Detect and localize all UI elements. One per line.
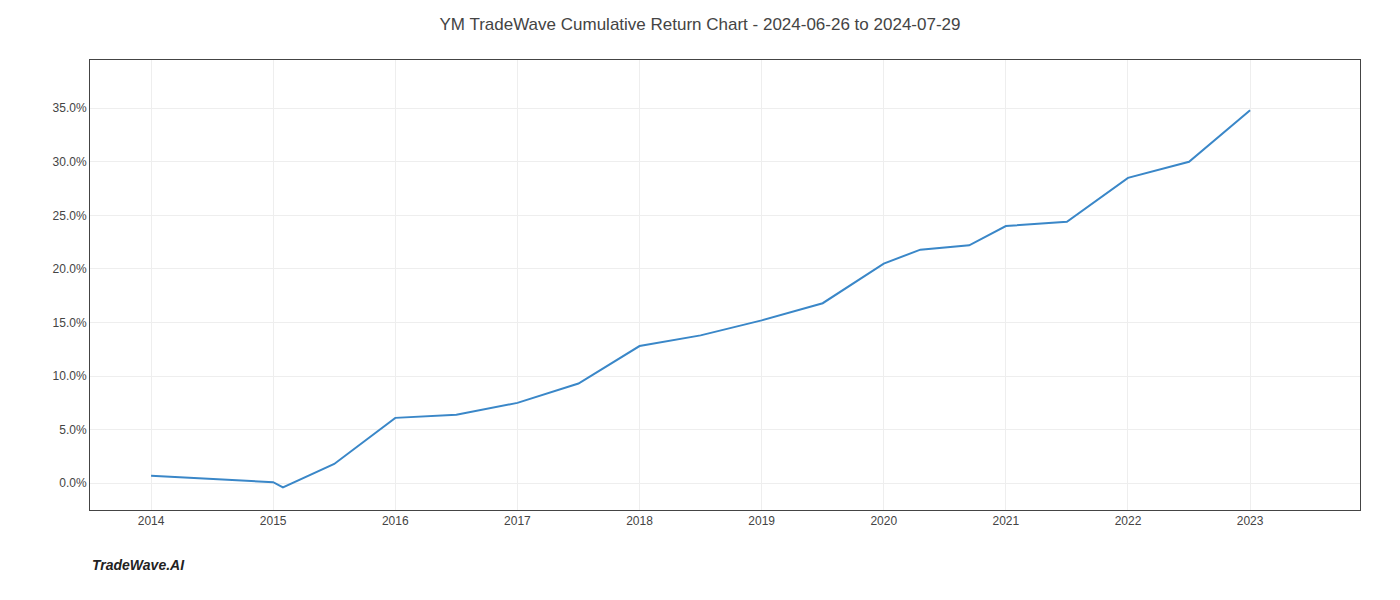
svg-text:15.0%: 15.0%: [53, 316, 87, 330]
svg-text:2016: 2016: [382, 514, 409, 528]
svg-text:30.0%: 30.0%: [53, 155, 87, 169]
svg-text:35.0%: 35.0%: [53, 101, 87, 115]
svg-text:2017: 2017: [504, 514, 531, 528]
svg-text:0.0%: 0.0%: [59, 476, 87, 490]
svg-text:2019: 2019: [748, 514, 775, 528]
svg-text:2023: 2023: [1237, 514, 1264, 528]
svg-text:10.0%: 10.0%: [53, 369, 87, 383]
svg-text:YM TradeWave Cumulative Return: YM TradeWave Cumulative Return Chart - 2…: [440, 15, 961, 34]
svg-text:2018: 2018: [626, 514, 653, 528]
svg-text:TradeWave.AI: TradeWave.AI: [92, 557, 185, 573]
svg-text:25.0%: 25.0%: [53, 209, 87, 223]
svg-text:2022: 2022: [1115, 514, 1142, 528]
svg-text:2014: 2014: [138, 514, 165, 528]
svg-text:2015: 2015: [260, 514, 287, 528]
svg-text:20.0%: 20.0%: [53, 262, 87, 276]
svg-text:2021: 2021: [993, 514, 1020, 528]
svg-text:5.0%: 5.0%: [59, 423, 87, 437]
svg-text:2020: 2020: [870, 514, 897, 528]
